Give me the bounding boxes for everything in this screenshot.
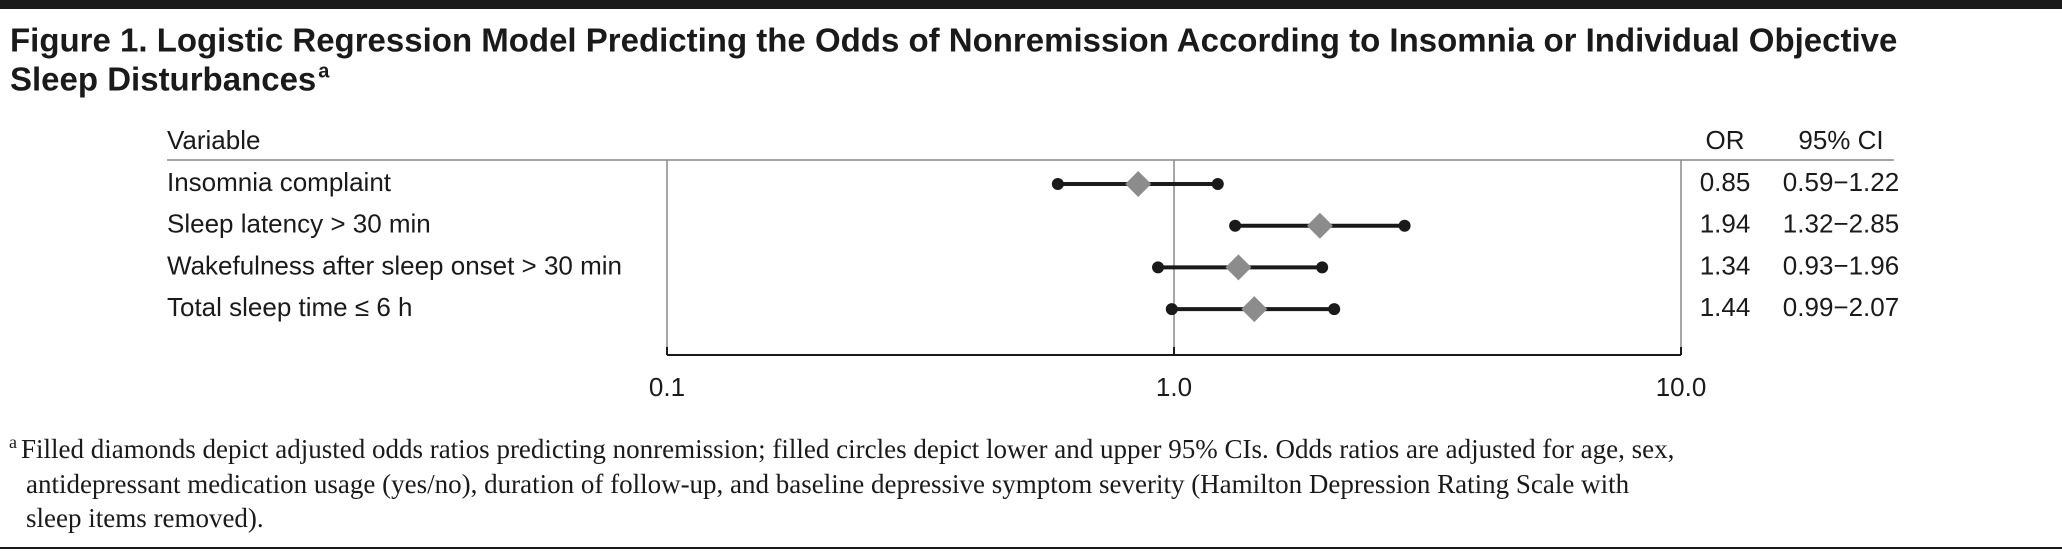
row-label: Wakefulness after sleep onset > 30 min [167,250,622,280]
odds-ratio-diamond [1306,212,1333,239]
ci-lower [1165,303,1178,316]
or-value: 1.34 [1700,250,1751,280]
ci-upper [1328,303,1341,316]
or-value: 1.94 [1700,209,1751,239]
column-header: 95% CI [1798,125,1883,155]
chart-title: Sleep Disturbances [10,61,316,98]
footnote-marker: a [9,432,17,452]
footnote: Filled diamonds depict adjusted odds rat… [21,434,1674,464]
odds-ratio-diamond [1241,296,1268,323]
x-tick-label: 0.1 [649,372,685,402]
x-tick-label: 1.0 [1156,372,1192,402]
row-label: Total sleep time ≤ 6 h [167,292,413,322]
top-rule [0,0,2062,9]
or-value: 0.85 [1700,167,1751,197]
x-tick-label: 10.0 [1656,372,1707,402]
column-header: Variable [167,125,260,155]
footnote: antidepressant medication usage (yes/no)… [26,469,1630,499]
ci-label: 0.99−2.07 [1783,292,1899,322]
odds-ratio-diamond [1125,171,1152,197]
title-note-marker: a [318,60,330,82]
ci-label: 1.32−2.85 [1783,209,1899,239]
ci-upper [1398,219,1411,232]
row-label: Sleep latency > 30 min [167,209,431,239]
odds-ratio-diamond [1225,254,1252,281]
bottom-rule [0,547,2062,549]
row-label: Insomnia complaint [167,167,392,197]
or-value: 1.44 [1700,292,1751,322]
ci-lower [1051,178,1064,190]
ci-upper [1211,178,1224,190]
column-header: OR [1706,125,1745,155]
ci-lower [1152,261,1165,274]
chart-title: Figure 1. Logistic Regression Model Pred… [10,22,1897,59]
ci-label: 0.59−1.22 [1783,167,1899,197]
ci-upper [1316,261,1329,274]
footnote: sleep items removed). [26,503,264,533]
ci-lower [1229,219,1242,232]
ci-label: 0.93−1.96 [1783,250,1899,280]
